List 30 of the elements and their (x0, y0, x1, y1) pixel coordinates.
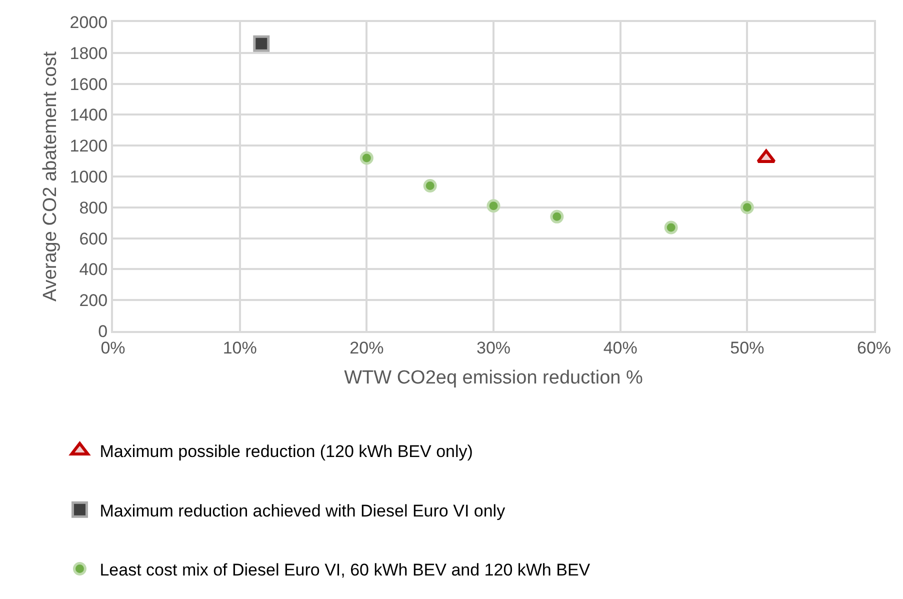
point (423, 179, 437, 193)
y-tick-label: 1800 (70, 44, 108, 63)
point (550, 210, 564, 224)
y-axis-title: Average CO2 abatement cost (40, 50, 62, 302)
y-tick-label: 400 (79, 260, 108, 280)
y-tick-label: 2000 (70, 12, 108, 32)
point (664, 220, 678, 234)
y-tick-label: 600 (79, 229, 108, 248)
y-tick-label: 1600 (70, 74, 108, 94)
x-tick-label: 30% (476, 338, 511, 358)
legend-label: Maximum reduction achieved with Diesel Euro VI only (100, 501, 506, 520)
x-tick-label: 40% (603, 338, 638, 358)
y-tick-label: 1400 (70, 106, 108, 125)
point (740, 200, 754, 214)
point (486, 199, 500, 213)
x-tick-label: 10% (222, 338, 257, 358)
y-tick-label: 0 (98, 322, 108, 341)
legend-label: Maximum possible reduction (120 kWh BEV only) (100, 442, 473, 462)
x-tick-label: 60% (856, 338, 892, 358)
y-tick-label: 200 (79, 291, 108, 310)
x-tick-label: 50% (730, 338, 764, 358)
y-tick-label: 1200 (70, 136, 108, 156)
y-tick-label: 800 (79, 198, 108, 218)
point (253, 35, 270, 52)
x-tick-label: 20% (350, 338, 384, 358)
legend-label: Least cost mix of Diesel Euro VI, 60 kWh BEV and 120 kWh BEV (100, 560, 591, 580)
x-tick-label: 0% (100, 338, 126, 358)
y-tick-label: 1000 (70, 167, 108, 186)
x-axis-title: WTW CO2eq emission reduction % (344, 368, 644, 389)
point (360, 151, 374, 165)
